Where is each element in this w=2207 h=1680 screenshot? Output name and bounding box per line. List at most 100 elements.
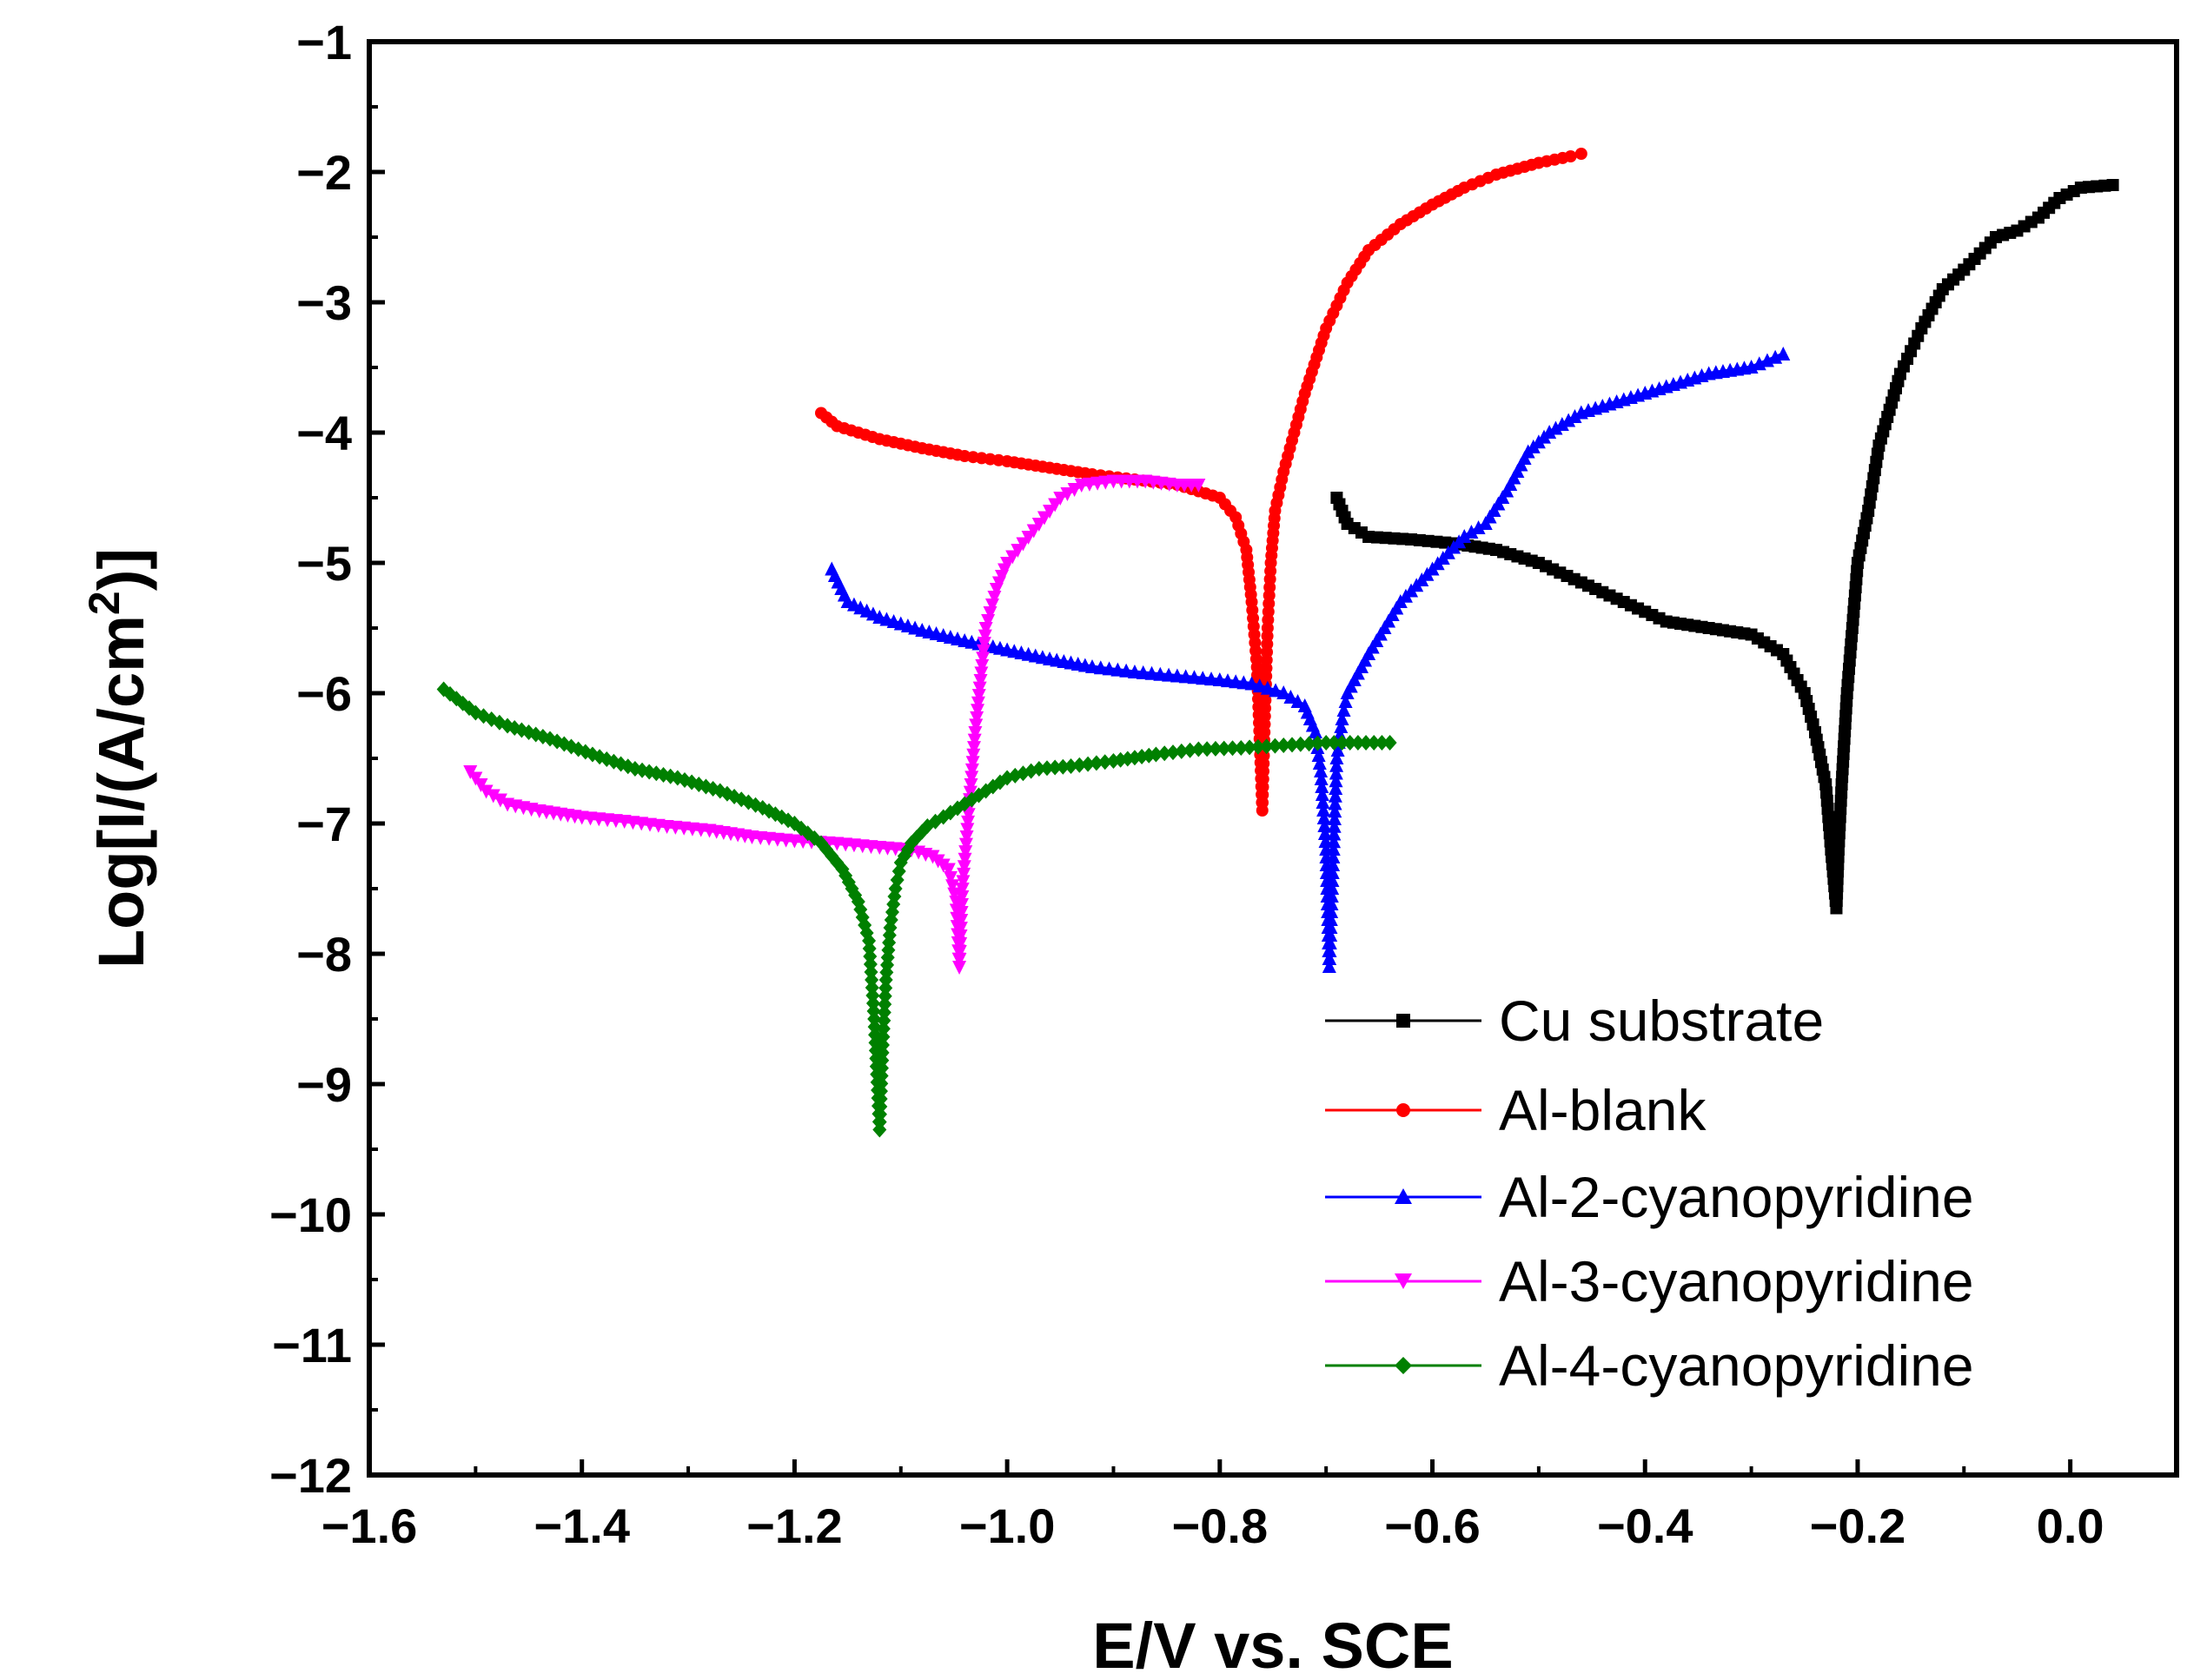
data-point [1089, 755, 1104, 771]
y-tick-label: −8 [296, 927, 352, 982]
data-point [1187, 670, 1202, 685]
x-tick-label: 0.0 [2037, 1498, 2104, 1553]
data-point [952, 953, 967, 967]
data-point [966, 748, 981, 763]
data-point [954, 898, 969, 912]
data-point [1311, 748, 1326, 762]
data-point [1328, 788, 1342, 803]
data-point [1031, 761, 1046, 777]
data-point [1464, 525, 1479, 539]
y-tick-label: −9 [296, 1057, 352, 1112]
data-point [1162, 667, 1176, 682]
data-point [971, 696, 985, 711]
data-point [1350, 735, 1365, 751]
data-point [1316, 810, 1331, 824]
x-tick-label: −1.4 [534, 1498, 630, 1553]
data-point [1335, 711, 1349, 725]
y-tick-label: −10 [269, 1187, 352, 1242]
data-point [1564, 150, 1577, 162]
data-point [1268, 737, 1282, 754]
data-point [1322, 936, 1337, 949]
data-point [1204, 671, 1219, 686]
data-point [970, 711, 984, 725]
data-point [973, 674, 988, 688]
data-point [877, 1004, 891, 1021]
data-point [1324, 904, 1339, 918]
legend-item-al-2-cyanopyridine: Al-2-cyanopyridine [1325, 1165, 1974, 1229]
data-point [1144, 665, 1159, 680]
series-line [829, 352, 1786, 969]
y-axis-title-tail: )] [85, 548, 157, 591]
data-point [1323, 928, 1338, 942]
legend-label-al-4-cyanopyridine: Al-4-cyanopyridine [1499, 1333, 1974, 1398]
x-tick-label: −1.6 [321, 1498, 418, 1553]
legend-marker-diamond [1395, 1357, 1412, 1374]
data-point [953, 922, 968, 936]
data-point [961, 815, 976, 830]
data-point [1323, 920, 1338, 934]
data-point [1157, 745, 1172, 762]
data-point [876, 1029, 891, 1045]
legend: Cu substrate Al-blank Al-2-cyanopyridine… [1325, 989, 1974, 1398]
y-tick-label: −1 [296, 15, 352, 69]
data-point [1040, 760, 1054, 777]
data-point [1216, 740, 1231, 757]
data-point [1170, 668, 1184, 683]
data-point [1149, 746, 1163, 763]
data-point [975, 658, 990, 673]
x-tick-label: −0.4 [1597, 1498, 1693, 1553]
legend-label-al-2-cyanopyridine: Al-2-cyanopyridine [1499, 1165, 1974, 1229]
data-point [981, 614, 996, 628]
x-axis-title: E/V vs. SCE [1092, 1610, 1453, 1680]
data-point [1327, 735, 1342, 751]
data-point [960, 823, 975, 837]
data-point [971, 704, 985, 718]
legend-item-cu-substrate: Cu substrate [1325, 989, 1824, 1053]
data-point [1110, 662, 1125, 677]
data-point [1081, 756, 1096, 772]
data-point [1178, 669, 1193, 684]
data-point [1315, 779, 1329, 793]
data-point [878, 980, 893, 996]
data-point [1127, 665, 1142, 678]
data-point [1328, 796, 1342, 810]
data-point [1324, 889, 1339, 903]
legend-item-al-4-cyanopyridine: Al-4-cyanopyridine [1325, 1333, 1974, 1398]
data-point [1325, 865, 1340, 879]
legend-marker-circle [1396, 1103, 1410, 1117]
legend-item-al-3-cyanopyridine: Al-3-cyanopyridine [1325, 1249, 1974, 1313]
data-point [1260, 680, 1275, 695]
data-point [1542, 425, 1557, 439]
y-tick-label: −11 [272, 1318, 352, 1372]
x-tick-label: −0.6 [1384, 1498, 1481, 1553]
data-point [1327, 818, 1342, 833]
data-point [1191, 479, 1206, 493]
data-point [977, 637, 991, 651]
data-point [978, 629, 992, 644]
data-point [1326, 842, 1341, 856]
data-point [1330, 743, 1345, 757]
data-point [1174, 743, 1189, 759]
data-point [1276, 737, 1291, 753]
data-point [1093, 660, 1108, 675]
data-point [1056, 758, 1070, 775]
legend-label-al-blank: Al-blank [1499, 1078, 1707, 1142]
data-point [957, 860, 971, 875]
data-point [956, 875, 971, 890]
y-tick-label: −2 [296, 145, 352, 200]
data-point [959, 830, 974, 844]
data-point [961, 808, 976, 823]
series-al-2-cyanopyridine [825, 347, 1791, 973]
data-point [955, 890, 970, 904]
data-point [1327, 826, 1342, 841]
data-point [1329, 781, 1343, 795]
y-tick-label: −6 [296, 666, 352, 721]
data-point [1308, 724, 1322, 738]
data-point [1325, 881, 1340, 895]
data-point [964, 771, 979, 785]
data-point [1322, 943, 1337, 957]
data-point [1324, 896, 1339, 910]
data-point [1316, 795, 1330, 809]
data-point [1328, 804, 1342, 818]
